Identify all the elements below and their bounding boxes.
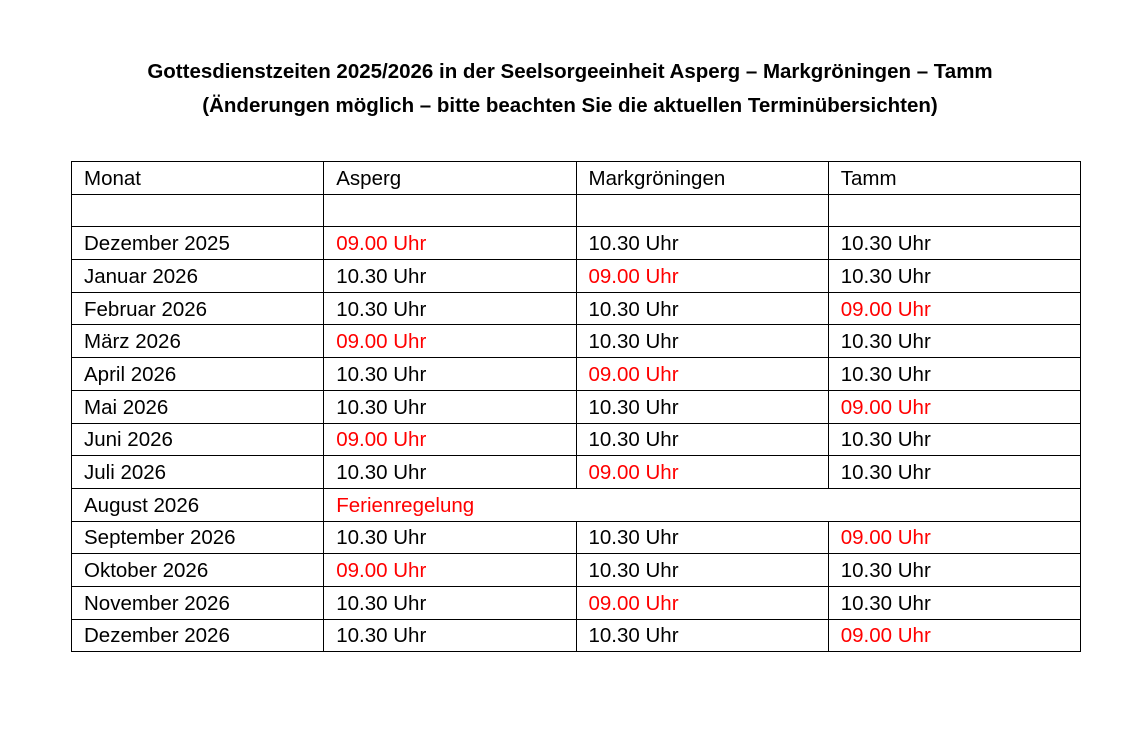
time-cell-asperg — [323, 193, 577, 228]
header-markgroeningen: Markgröningen — [575, 161, 829, 195]
table-row: Oktober 2026 09.00 Uhr 10.30 Uhr 10.30 Uhr — [70, 553, 1082, 587]
header-month: Monat — [70, 161, 325, 195]
month-cell: Februar 2026 — [70, 291, 325, 326]
table-row: Juni 2026 09.00 Uhr 10.30 Uhr 10.30 Uhr — [70, 422, 1082, 457]
month-cell: November 2026 — [70, 585, 325, 620]
month-cell: September 2026 — [70, 520, 325, 555]
time-cell-asperg: 09.00 Uhr — [323, 553, 577, 587]
header-row: Monat Asperg Markgröningen Tamm — [70, 161, 1082, 195]
schedule-table: Monat Asperg Markgröningen Tamm Dezember… — [70, 161, 1082, 653]
document-title: Gottesdienstzeiten 2025/2026 in der Seel… — [147, 60, 993, 83]
time-cell-asperg: 09.00 Uhr — [323, 324, 577, 359]
table-row: Juli 2026 10.30 Uhr 09.00 Uhr 10.30 Uhr — [70, 455, 1082, 489]
table-row: August 2026 Ferienregelung — [70, 487, 1081, 522]
table-row: November 2026 10.30 Uhr 09.00 Uhr 10.30 Uhr — [70, 585, 1082, 620]
time-cell-tamm: 10.30 Uhr — [827, 455, 1082, 489]
table-row: März 2026 09.00 Uhr 10.30 Uhr 10.30 Uhr — [70, 324, 1082, 359]
time-cell-asperg: 10.30 Uhr — [323, 455, 577, 489]
month-cell: April 2026 — [70, 357, 325, 391]
time-cell-tamm: 09.00 Uhr — [827, 389, 1082, 424]
table-row — [70, 193, 1082, 228]
time-cell-markgroeningen: 10.30 Uhr — [575, 324, 829, 359]
time-cell-markgroeningen: 09.00 Uhr — [575, 455, 829, 489]
time-cell-asperg: 10.30 Uhr — [323, 520, 577, 555]
time-cell-markgroeningen: 09.00 Uhr — [575, 259, 829, 293]
time-cell-tamm: 10.30 Uhr — [827, 553, 1082, 587]
time-cell-asperg: 10.30 Uhr — [323, 585, 577, 620]
table-row: Dezember 2025 09.00 Uhr 10.30 Uhr 10.30 Uhr — [70, 226, 1082, 261]
time-cell-asperg: 10.30 Uhr — [323, 291, 577, 326]
month-cell: Dezember 2025 — [70, 226, 325, 261]
time-cell-markgroeningen: 10.30 Uhr — [575, 553, 829, 587]
time-cell-markgroeningen: 10.30 Uhr — [575, 520, 829, 555]
time-cell-tamm: 10.30 Uhr — [827, 259, 1082, 293]
time-cell-markgroeningen: 10.30 Uhr — [575, 389, 829, 424]
time-cell-tamm: 10.30 Uhr — [827, 324, 1082, 359]
time-cell-tamm: 09.00 Uhr — [827, 618, 1082, 653]
time-cell-tamm: 10.30 Uhr — [827, 422, 1082, 457]
table-row: April 2026 10.30 Uhr 09.00 Uhr 10.30 Uhr — [70, 357, 1082, 391]
month-cell: Mai 2026 — [70, 389, 325, 424]
time-cell-markgroeningen — [575, 193, 829, 228]
month-cell — [70, 193, 325, 228]
table-row: September 2026 10.30 Uhr 10.30 Uhr 09.00 Uh… — [70, 520, 1082, 555]
note-cell: Ferienregelung — [323, 487, 1081, 522]
table-row: Februar 2026 10.30 Uhr 10.30 Uhr 09.00 Uhr — [70, 291, 1082, 326]
month-cell: März 2026 — [70, 324, 325, 359]
month-cell: Dezember 2026 — [70, 618, 325, 653]
table-row: Dezember 2026 10.30 Uhr 10.30 Uhr 09.00 Uhr — [70, 618, 1082, 653]
time-cell-markgroeningen: 10.30 Uhr — [575, 226, 829, 261]
time-cell-asperg: 09.00 Uhr — [323, 422, 577, 457]
table-row: Januar 2026 10.30 Uhr 09.00 Uhr 10.30 Uhr — [70, 259, 1082, 293]
time-cell-asperg: 09.00 Uhr — [323, 226, 577, 261]
month-cell: Juli 2026 — [70, 455, 325, 489]
time-cell-markgroeningen: 09.00 Uhr — [575, 357, 829, 391]
month-cell: Oktober 2026 — [70, 553, 325, 587]
time-cell-tamm: 10.30 Uhr — [827, 226, 1082, 261]
time-cell-asperg: 10.30 Uhr — [323, 357, 577, 391]
month-cell: Juni 2026 — [70, 422, 325, 457]
time-cell-asperg: 10.30 Uhr — [323, 618, 577, 653]
time-cell-markgroeningen: 10.30 Uhr — [575, 422, 829, 457]
time-cell-asperg: 10.30 Uhr — [323, 389, 577, 424]
document-subtitle: (Änderungen möglich – bitte beachten Sie… — [202, 94, 938, 117]
month-cell: Januar 2026 — [70, 259, 325, 293]
time-cell-markgroeningen: 09.00 Uhr — [575, 585, 829, 620]
time-cell-tamm: 09.00 Uhr — [827, 291, 1082, 326]
header-tamm: Tamm — [827, 161, 1082, 195]
time-cell-asperg: 10.30 Uhr — [323, 259, 577, 293]
table-row: Mai 2026 10.30 Uhr 10.30 Uhr 09.00 Uhr — [70, 389, 1082, 424]
time-cell-markgroeningen: 10.30 Uhr — [575, 618, 829, 653]
month-cell: August 2026 — [70, 487, 325, 522]
time-cell-tamm — [827, 193, 1082, 228]
time-cell-tamm: 09.00 Uhr — [827, 520, 1082, 555]
header-asperg: Asperg — [323, 161, 577, 195]
time-cell-markgroeningen: 10.30 Uhr — [575, 291, 829, 326]
time-cell-tamm: 10.30 Uhr — [827, 585, 1082, 620]
time-cell-tamm: 10.30 Uhr — [827, 357, 1082, 391]
